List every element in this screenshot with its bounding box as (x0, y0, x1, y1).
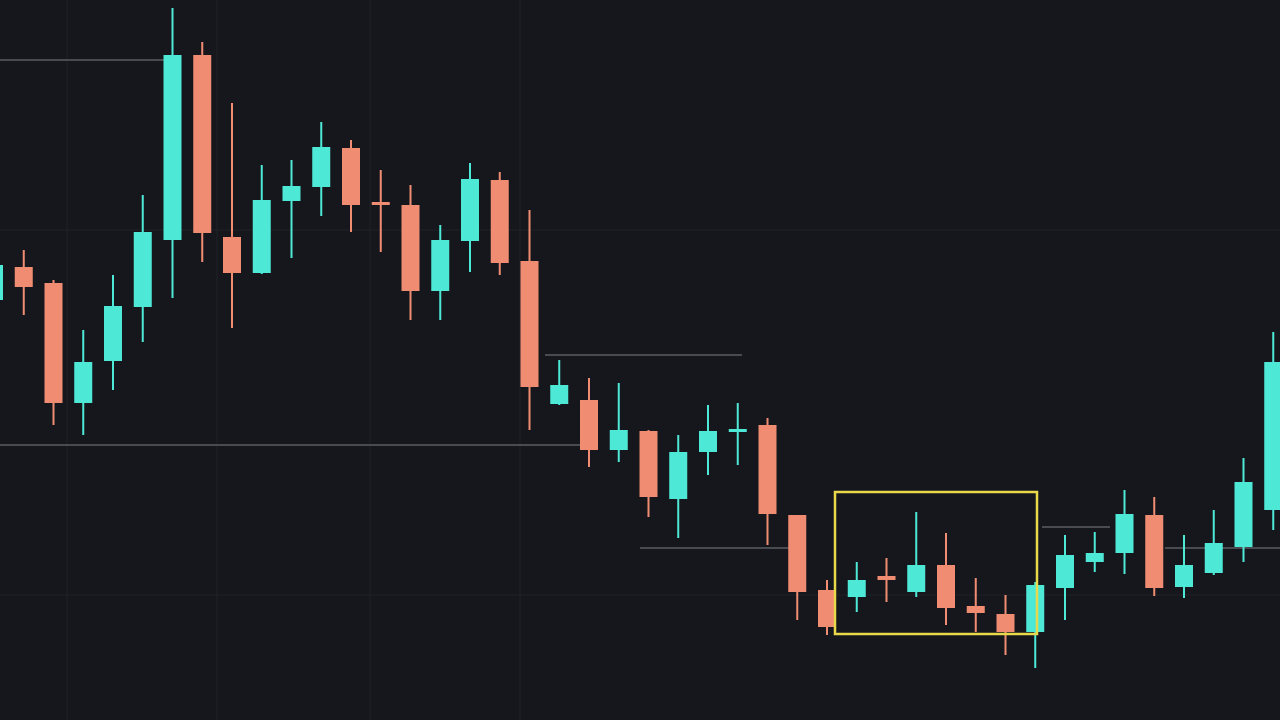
candle-body (163, 55, 182, 240)
candle-body (550, 385, 569, 404)
candle-body (282, 186, 301, 201)
candle-body (966, 606, 985, 613)
candle-body (342, 148, 360, 205)
candle-body (996, 614, 1015, 632)
candle-body (520, 261, 539, 387)
candle-body (312, 147, 331, 187)
candle-body (758, 425, 777, 514)
candle-body (1145, 515, 1164, 588)
candle-body (490, 180, 509, 263)
highlight-box (833, 490, 1039, 636)
candle-body (877, 576, 896, 580)
candles (0, 8, 1280, 668)
candle-body (14, 267, 33, 287)
candle-body (818, 590, 836, 627)
candle-body (1056, 555, 1074, 588)
candle-body (1175, 565, 1193, 587)
candle-body (699, 431, 717, 452)
candle-body (252, 200, 271, 273)
candle-body (431, 240, 450, 291)
candle-body (728, 429, 747, 432)
candle-body (1026, 585, 1045, 632)
candle-body (669, 452, 688, 499)
candle-body (1085, 553, 1104, 562)
candle-body (401, 205, 420, 291)
candle-body (371, 202, 390, 205)
candle-body (0, 265, 3, 300)
candle-body (847, 580, 866, 597)
candle-body (133, 232, 152, 307)
candle-body (193, 55, 212, 233)
candle-body (461, 179, 479, 241)
candle-body (1204, 543, 1223, 573)
candle-body (44, 283, 63, 403)
candle-body (223, 237, 241, 273)
candle-body (609, 430, 628, 450)
candle-body (907, 565, 926, 592)
candle-body (74, 362, 93, 403)
candle-body (1115, 514, 1134, 553)
candle-body (1264, 362, 1280, 510)
candle-body (104, 306, 122, 361)
candle-body (1234, 482, 1253, 547)
candle-body (580, 400, 598, 450)
candle-body (639, 431, 658, 497)
candle-body (788, 515, 807, 592)
candle-body (937, 565, 955, 608)
